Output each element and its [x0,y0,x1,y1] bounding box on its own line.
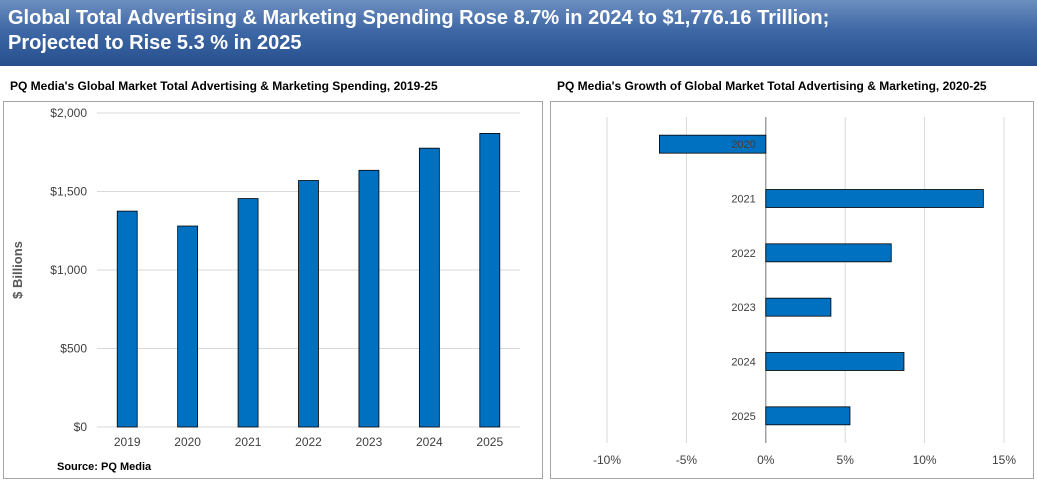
bar-2024 [418,147,440,428]
x-tick-label: 5% [837,453,855,467]
bar-2025 [765,406,851,426]
x-tick-label: 2023 [356,435,383,449]
y-axis-label: $ Billions [10,241,25,299]
x-tick-label: 2019 [114,435,141,449]
y-tick-label: 2023 [731,302,755,314]
headline-line-1: Global Total Advertising & Marketing Spe… [8,7,830,29]
left-chart-frame [3,101,543,479]
headline-line-2: Projected to Rise 5.3 % in 2025 [8,32,302,54]
y-tick-label: $0 [74,420,88,434]
y-tick-label: 2024 [731,357,755,369]
bar-2022 [765,243,892,263]
bar-2020 [659,134,767,154]
right-chart-frame [550,101,1034,479]
y-tick-label: 2025 [731,411,755,423]
bar-2025 [479,133,501,428]
x-tick-label: -5% [676,453,698,467]
x-tick-label: 2022 [295,435,322,449]
source-note: Source: PQ Media [57,461,152,473]
x-tick-label: 0% [757,453,775,467]
x-tick-label: 2020 [174,435,201,449]
y-tick-label: $500 [60,342,87,356]
bar-2023 [358,169,380,428]
y-tick-label: $2,000 [50,106,87,120]
x-tick-label: 2024 [416,435,443,449]
bar-2020 [177,225,199,428]
bar-2022 [298,180,319,428]
y-tick-label: 2020 [731,139,755,151]
y-tick-label: $1,500 [50,185,87,199]
y-tick-label: 2021 [731,194,755,206]
left-chart-title: PQ Media's Global Market Total Advertisi… [10,79,438,93]
right-chart-title: PQ Media's Growth of Global Market Total… [557,79,987,93]
bar-2019 [116,210,138,428]
x-tick-label: 10% [913,453,937,467]
x-tick-label: 15% [992,453,1016,467]
y-tick-label: 2022 [731,248,755,260]
bar-2021 [237,198,259,428]
x-tick-label: 2021 [235,435,262,449]
bar-2023 [765,297,832,317]
x-tick-label: 2025 [476,435,503,449]
bar-2021 [765,189,984,208]
y-tick-label: $1,000 [50,263,87,277]
header-banner: Global Total Advertising & Marketing Spe… [0,0,1037,66]
x-tick-label: -10% [593,453,621,467]
bar-2024 [765,352,905,371]
